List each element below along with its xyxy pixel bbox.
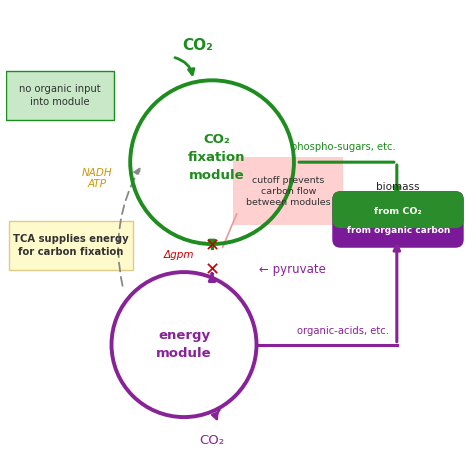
Text: TCA supplies energy
for carbon fixation: TCA supplies energy for carbon fixation <box>13 234 128 257</box>
FancyBboxPatch shape <box>233 157 343 225</box>
Text: CO₂: CO₂ <box>182 38 213 53</box>
Text: from CO₂: from CO₂ <box>374 207 422 216</box>
FancyBboxPatch shape <box>332 191 464 248</box>
Text: biomass: biomass <box>376 182 420 191</box>
Text: phospho-sugars, etc.: phospho-sugars, etc. <box>291 142 395 152</box>
Text: ← pyruvate: ← pyruvate <box>259 263 326 276</box>
FancyBboxPatch shape <box>332 191 464 228</box>
Text: energy
module: energy module <box>156 329 212 360</box>
Text: ✕: ✕ <box>204 262 219 280</box>
Text: CO₂: CO₂ <box>200 434 225 447</box>
Text: cutoff prevents
carbon flow
between modules: cutoff prevents carbon flow between modu… <box>246 176 331 207</box>
Text: ✕: ✕ <box>204 237 219 255</box>
Text: NADH
ATP: NADH ATP <box>82 168 113 189</box>
FancyBboxPatch shape <box>6 71 114 120</box>
FancyBboxPatch shape <box>9 220 133 270</box>
Text: organic-acids, etc.: organic-acids, etc. <box>297 326 389 336</box>
Text: Δgpm: Δgpm <box>164 250 194 260</box>
Text: no organic input
into module: no organic input into module <box>19 84 101 107</box>
Text: from organic carbon: from organic carbon <box>346 226 450 235</box>
Text: CO₂
fixation
module: CO₂ fixation module <box>188 133 246 182</box>
